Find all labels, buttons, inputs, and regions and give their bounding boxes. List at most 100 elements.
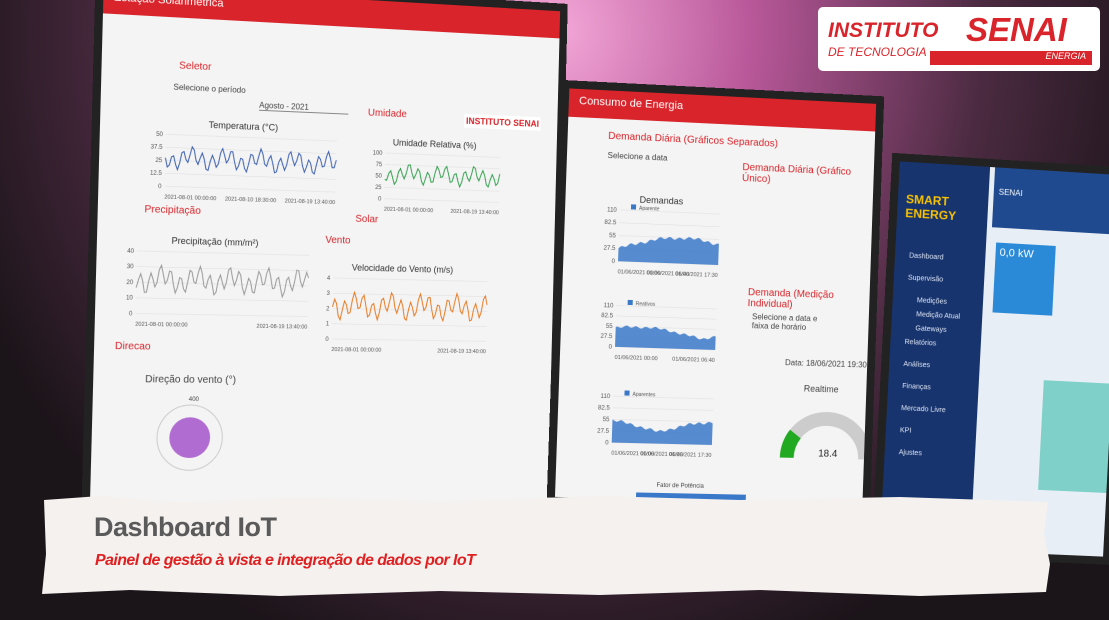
label: Fator de Potência — [656, 483, 704, 490]
section: Vento — [325, 235, 350, 247]
chart: Umidade Relativa (%) 100 75 50 25 02021-08-01… — [360, 134, 506, 218]
series-line — [165, 145, 336, 175]
grid-line — [616, 316, 716, 319]
polar-area — [169, 417, 211, 458]
caption-subtitle: Painel de gestão à vista e integração de… — [95, 552, 475, 570]
middle-screen: Consumo de Energia Demanda Diária (Gráfi… — [547, 80, 885, 511]
x-tick-label: 01/06/2021 06:40 — [672, 357, 715, 364]
menu: Dashboard Supervisão Medições Medição Atual… — [898, 253, 986, 475]
y-tick-label: 30 — [127, 264, 135, 270]
logo-brand: SENAI — [966, 11, 1067, 49]
chart: Aparentes11082.55527.5001/06/2021 00:000… — [587, 377, 720, 461]
area — [612, 419, 713, 445]
chart: Temperatura (°C) 50 37.5 25 12.5 02021-08-01 … — [140, 115, 344, 208]
app-bar: Consumo de Energia — [568, 88, 876, 131]
series-line — [385, 163, 500, 188]
chart: DemandasAparente11082.55527.5001/06/2021… — [593, 191, 726, 281]
area-chart — [1038, 380, 1109, 493]
section: Umidade — [368, 108, 407, 121]
y-tick-label: 0 — [158, 184, 162, 190]
grid-line — [332, 339, 486, 341]
app-title: Consumo de Energia — [579, 95, 683, 112]
y-tick-label: 100 — [373, 151, 383, 157]
y-tick-label: 0 — [129, 311, 133, 317]
chart-title: Temperatura (°C) — [209, 120, 279, 133]
label: Selecione o período — [173, 83, 245, 95]
x-tick-label: 2021-08-10 18:30:00 — [225, 196, 276, 204]
y-tick-label: 27.5 — [597, 429, 610, 435]
label: Selecione a data — [607, 151, 667, 163]
label: Selecione a data e faixa de horário — [752, 312, 831, 333]
chart-title: Demandas — [639, 195, 683, 207]
y-tick-label: 75 — [376, 162, 383, 168]
dropdown[interactable]: Agosto - 2021 — [259, 101, 348, 115]
top-bar — [992, 167, 1109, 234]
y-tick-label: 55 — [603, 417, 611, 423]
paper — [42, 496, 1050, 596]
grid-line — [385, 153, 500, 157]
y-tick-label: 37.5 — [150, 145, 163, 152]
y-tick-label: 82.5 — [601, 313, 614, 319]
x-tick-label: 2021-08-19 13:40:00 — [285, 198, 336, 206]
y-tick-label: 0 — [325, 337, 329, 343]
y-tick-label: 110 — [600, 394, 611, 400]
x-tick-label: 2021-08-01 00:00:00 — [384, 207, 433, 214]
y-tick-label: 0 — [378, 197, 382, 203]
grid-line — [613, 408, 713, 411]
y-tick-label: 27.5 — [600, 334, 613, 340]
section: Demanda Diária (Gráfico Único) — [742, 162, 874, 190]
grid-line — [165, 173, 336, 179]
grid-line — [136, 313, 308, 316]
chart-title: Velocidade do Vento (m/s) — [352, 263, 454, 275]
grid-line — [616, 306, 716, 309]
y-tick-label: 82.5 — [604, 220, 617, 227]
section: Demanda Diária (Gráficos Separados) — [608, 131, 778, 150]
app-logo: SMART ENERGY — [905, 192, 977, 224]
y-tick-label: 2 — [326, 306, 330, 312]
grid-line — [620, 210, 720, 214]
header: SENAI — [999, 188, 1023, 198]
y-tick-label: 82.5 — [598, 405, 611, 411]
polar-chart — [148, 402, 231, 474]
x-tick-label: 2021-08-19 13:40:00 — [437, 349, 486, 356]
brand: INSTITUTO SENAI — [464, 114, 541, 131]
y-tick-label: 1 — [326, 322, 330, 328]
y-tick-label: 55 — [606, 324, 614, 330]
legend-swatch — [624, 390, 629, 395]
section: Precipitação — [144, 204, 201, 217]
section: Demanda (Medição Individual) — [747, 287, 869, 313]
y-tick-label: 27.5 — [604, 246, 617, 253]
x-tick-label: 2021-08-19 13:40:00 — [256, 324, 307, 331]
grid-line — [612, 419, 712, 422]
y-tick-label: 50 — [375, 174, 382, 180]
y-tick-label: 0 — [611, 259, 615, 265]
section: Solar — [355, 214, 378, 226]
chart: Precipitação (mm/m²) 40 30 20 10 02021-08-01 … — [110, 232, 315, 333]
y-tick-label: 25 — [155, 158, 163, 164]
x-tick-label: 01/06/2021 17:30 — [669, 452, 712, 459]
grid-line — [136, 298, 308, 301]
chart-title: Umidade Relativa (%) — [393, 138, 477, 151]
grid-line — [333, 278, 487, 282]
x-tick-label: 2021-08-19 13:40:00 — [450, 209, 499, 216]
section: Seletor — [179, 60, 212, 73]
grid-line — [137, 251, 309, 255]
grid-line — [332, 324, 486, 327]
app-bar: Estação Solarimétrica — [103, 0, 560, 38]
grid-line — [385, 187, 500, 191]
grid-line — [385, 164, 500, 168]
y-tick-label: 50 — [156, 132, 164, 138]
gauge-fill — [787, 434, 796, 458]
menu-item[interactable]: Ajustes — [898, 449, 975, 475]
caption-paper — [40, 494, 1052, 598]
caption-title: Dashboard IoT — [94, 512, 277, 543]
gauge-value: 18.4 — [818, 449, 837, 460]
left-screen: Estação Solarimétrica INSTITUTO SENAI Se… — [81, 0, 567, 512]
logo-sub: DE TECNOLOGIA — [828, 45, 927, 59]
kpi: 0,0 kW — [999, 247, 1034, 261]
x-tick-label: 2021-08-01 00:00:00 — [164, 195, 216, 203]
section: Direcao — [115, 341, 151, 353]
y-tick-label: 3 — [327, 291, 331, 297]
grid-line — [613, 396, 713, 399]
